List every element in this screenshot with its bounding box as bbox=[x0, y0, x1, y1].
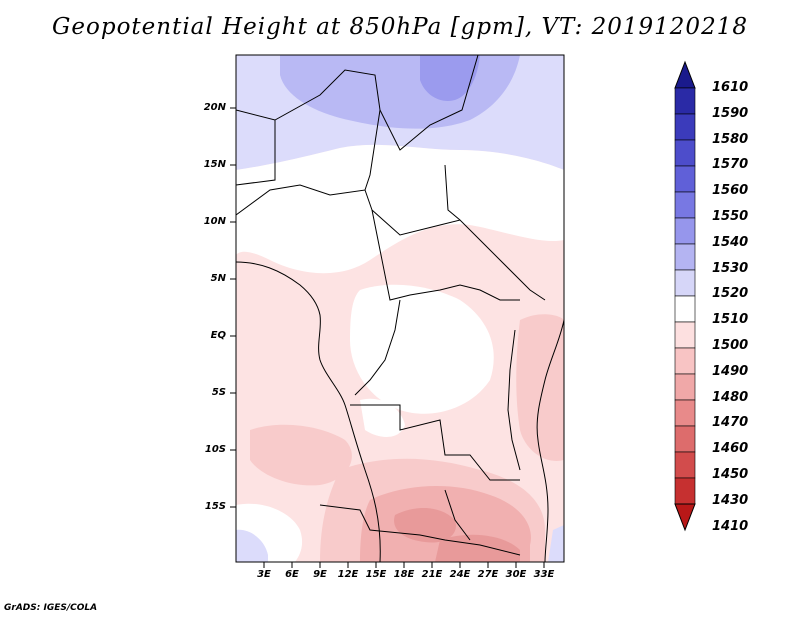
colorbar-label: 1510 bbox=[712, 312, 749, 328]
colorbar-label: 1490 bbox=[712, 363, 749, 379]
x-label-15e: 15E bbox=[365, 569, 387, 580]
colorbar-label: 1500 bbox=[712, 338, 749, 353]
x-label-9e: 9E bbox=[313, 569, 327, 580]
colorbar-swatch bbox=[674, 295, 696, 323]
colorbar-label: 1610 bbox=[712, 80, 749, 95]
x-label-12e: 12E bbox=[337, 569, 359, 580]
colorbar-label: 1460 bbox=[712, 441, 749, 457]
colorbar-label: 1480 bbox=[712, 389, 749, 405]
field-blue-dark bbox=[420, 55, 480, 101]
colorbar-label: 1450 bbox=[712, 467, 749, 482]
border-lakes bbox=[507, 329, 521, 471]
x-label-24e: 24E bbox=[449, 569, 471, 580]
border-south-2 bbox=[319, 504, 521, 556]
y-label-20n: 20N bbox=[203, 102, 226, 113]
border-south-3 bbox=[444, 489, 471, 541]
x-label-30e: 30E bbox=[505, 569, 527, 580]
colorbar-swatch bbox=[674, 191, 696, 219]
x-label-18e: 18E bbox=[393, 569, 415, 580]
colorbar bbox=[674, 60, 696, 532]
axis-ticks bbox=[230, 107, 545, 568]
field-white-north bbox=[236, 144, 564, 274]
x-label-6e: 6E bbox=[285, 569, 299, 580]
coastline-east bbox=[536, 319, 564, 562]
colorbar-label: 1470 bbox=[712, 415, 749, 431]
field-white-center bbox=[350, 284, 494, 414]
colorbar-bottom-arrow bbox=[674, 503, 696, 532]
y-label-15n: 15N bbox=[203, 159, 226, 170]
colorbar-swatch bbox=[674, 425, 696, 453]
colorbar-swatch bbox=[674, 477, 696, 505]
coastline-west bbox=[236, 261, 381, 562]
colorbar-swatch bbox=[674, 451, 696, 479]
y-label-10s: 10S bbox=[204, 444, 226, 455]
colorbar-label: 1430 bbox=[712, 492, 749, 508]
colorbar-swatch bbox=[674, 165, 696, 193]
border-congo bbox=[354, 299, 401, 396]
colorbar-swatch bbox=[674, 87, 696, 115]
colorbar-label: 1410 bbox=[712, 518, 749, 534]
colorbar-label: 1580 bbox=[712, 131, 749, 147]
border-mid-1 bbox=[236, 184, 520, 301]
border-north-3 bbox=[364, 109, 381, 191]
colorbar-swatch bbox=[674, 347, 696, 375]
colorbar-label: 1570 bbox=[712, 157, 749, 173]
field-white-south bbox=[360, 398, 405, 437]
colorbar-label: 1520 bbox=[712, 286, 749, 302]
border-mid-3 bbox=[444, 164, 461, 221]
map-title: Geopotential Height at 850hPa [gpm], VT:… bbox=[52, 14, 748, 40]
border-north-1 bbox=[236, 55, 479, 151]
x-label-3e: 3E bbox=[257, 569, 271, 580]
y-label-10n: 10N bbox=[203, 216, 226, 227]
colorbar-label: 1530 bbox=[712, 260, 749, 276]
colorbar-swatch bbox=[674, 243, 696, 271]
border-south-1 bbox=[350, 404, 520, 481]
colorbar-label: 1590 bbox=[712, 105, 749, 121]
border-mid-2 bbox=[371, 209, 546, 301]
boundary-lines bbox=[236, 55, 564, 562]
field-layer bbox=[236, 55, 564, 562]
y-label-5n: 5N bbox=[210, 273, 226, 284]
field-blue-sw bbox=[236, 529, 268, 562]
colorbar-label: 1540 bbox=[712, 234, 749, 250]
x-label-33e: 33E bbox=[533, 569, 555, 580]
colorbar-swatch bbox=[674, 269, 696, 297]
colorbar-label: 1560 bbox=[712, 183, 749, 199]
colorbar-swatch bbox=[674, 217, 696, 245]
colorbar-label: 1550 bbox=[712, 209, 749, 224]
map-frame bbox=[235, 54, 565, 563]
y-label-eq: EQ bbox=[210, 330, 226, 341]
x-label-27e: 27E bbox=[477, 569, 499, 580]
credit-text: GrADS: IGES/COLA bbox=[4, 603, 98, 613]
colorbar-swatch bbox=[674, 373, 696, 401]
border-north-2 bbox=[236, 120, 276, 186]
colorbar-swatch bbox=[674, 399, 696, 427]
colorbar-top-arrow bbox=[674, 60, 696, 89]
y-label-15s: 15S bbox=[204, 501, 226, 512]
x-label-21e: 21E bbox=[421, 569, 443, 580]
y-label-5s: 5S bbox=[211, 387, 226, 398]
field-pink-east bbox=[516, 314, 564, 461]
colorbar-swatch bbox=[674, 113, 696, 141]
field-pink-southwest bbox=[250, 424, 352, 486]
field-blue-se bbox=[548, 525, 564, 562]
colorbar-swatch bbox=[674, 139, 696, 167]
colorbar-swatch bbox=[674, 321, 696, 349]
